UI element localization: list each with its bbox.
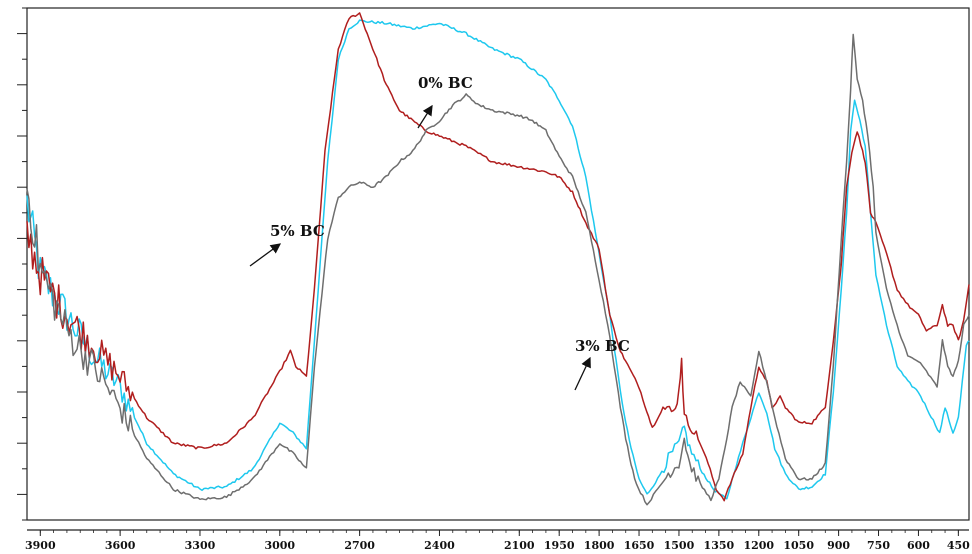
x-tick-label: 1350 (704, 539, 735, 552)
annotation-label: 5% BC (270, 222, 325, 240)
x-tick-label: 3300 (185, 539, 216, 552)
annotation-label: 3% BC (575, 337, 630, 355)
x-tick-label: 1950 (544, 539, 575, 552)
x-tick-label: 3000 (264, 539, 295, 552)
x-tick-label: 450 (947, 539, 970, 552)
x-tick-label: 3900 (25, 539, 56, 552)
x-axis-ticks: 3900 3600 3300 3000 2700 2400 2100 1950 1800 1650… (25, 530, 970, 552)
series-line-2 (26, 33, 970, 506)
annotation-layer: 0% BC 5% BC 3% BC (249, 74, 630, 391)
annotation-arrow (574, 356, 591, 391)
annotation-arrow (417, 104, 433, 129)
x-tick-label: 3600 (105, 539, 136, 552)
x-tick-label: 2400 (424, 539, 455, 552)
x-tick-label: 1050 (783, 539, 814, 552)
y-axis-ticks (17, 7, 27, 521)
x-tick-label: 2100 (504, 539, 535, 552)
x-tick-label: 2700 (344, 539, 375, 552)
annotation-label: 0% BC (418, 74, 473, 92)
series-line-0 (26, 19, 970, 500)
x-tick-label: 600 (907, 539, 930, 552)
x-tick-label: 1200 (743, 539, 774, 552)
x-tick-label: 1500 (664, 539, 695, 552)
series-line-1 (26, 12, 970, 502)
x-tick-label: 1800 (584, 539, 615, 552)
x-tick-label: 900 (827, 539, 850, 552)
annotation-arrow (249, 243, 282, 267)
x-tick-label: 1650 (624, 539, 655, 552)
series-layer (26, 12, 970, 506)
x-tick-label: 750 (867, 539, 890, 552)
